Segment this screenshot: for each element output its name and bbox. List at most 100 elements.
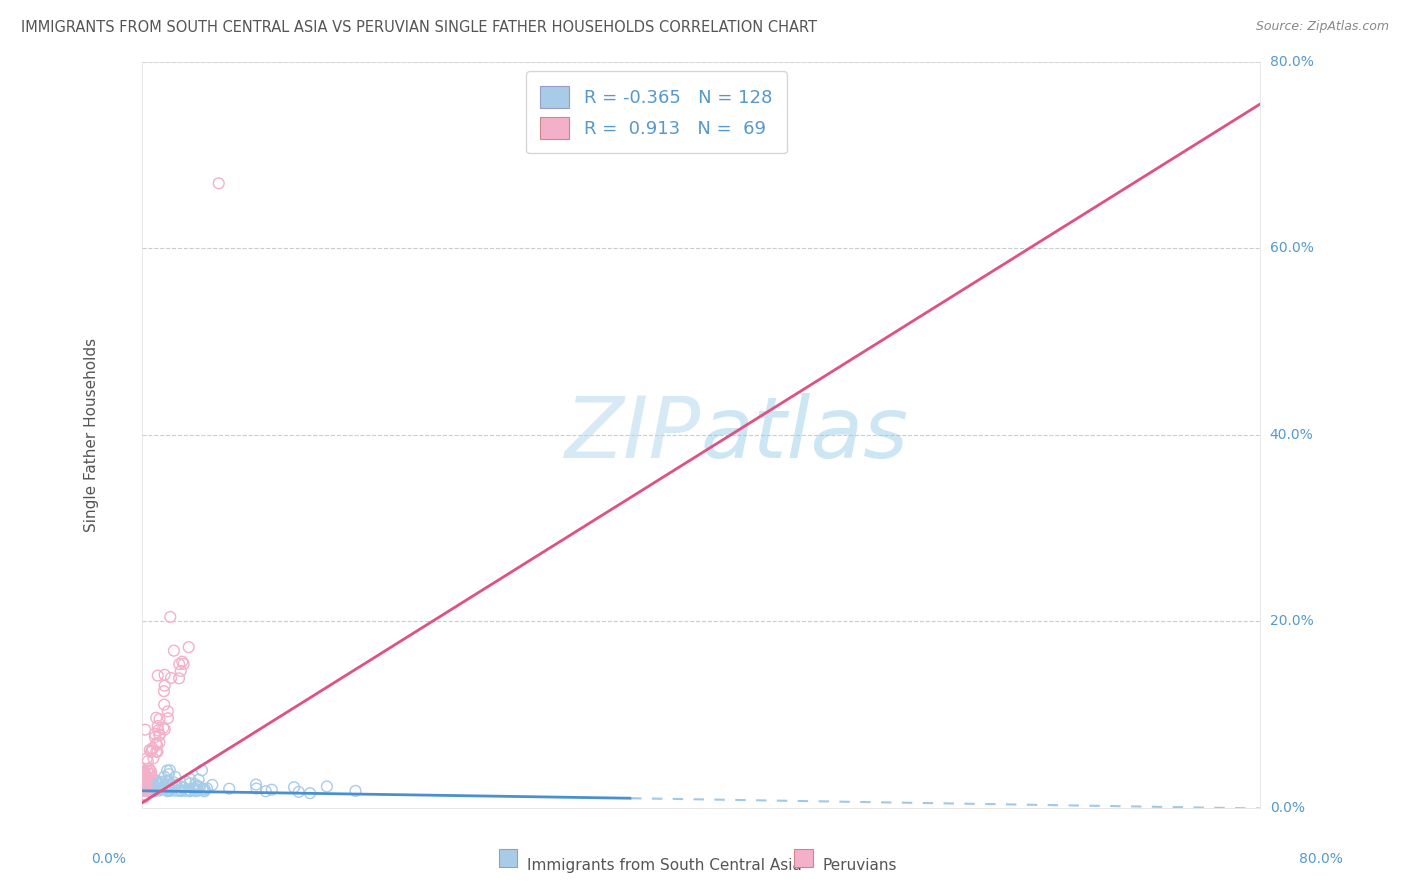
Text: Peruvians: Peruvians bbox=[823, 858, 897, 873]
Point bbox=[141, 778, 163, 792]
Point bbox=[136, 754, 159, 768]
Point bbox=[156, 764, 179, 778]
Point bbox=[167, 657, 190, 672]
Point bbox=[153, 780, 176, 794]
Point bbox=[146, 738, 169, 752]
Point bbox=[145, 780, 167, 794]
Text: 0.0%: 0.0% bbox=[1270, 800, 1305, 814]
Point bbox=[142, 783, 165, 797]
Point bbox=[150, 774, 173, 789]
Point bbox=[157, 774, 180, 789]
Point bbox=[138, 780, 160, 795]
Point bbox=[134, 723, 156, 737]
Text: atlas: atlas bbox=[702, 393, 908, 476]
Point bbox=[139, 764, 162, 779]
Bar bbox=[794, 849, 813, 867]
Point bbox=[132, 767, 155, 781]
Point bbox=[135, 773, 157, 788]
Point bbox=[139, 767, 162, 781]
Text: Single Father Households: Single Father Households bbox=[84, 338, 98, 532]
Point bbox=[132, 783, 155, 797]
Point bbox=[139, 764, 162, 778]
Point bbox=[139, 745, 162, 759]
Point bbox=[136, 782, 159, 797]
Point bbox=[145, 773, 167, 788]
Point bbox=[136, 783, 159, 797]
Point bbox=[134, 784, 156, 798]
Point bbox=[163, 643, 186, 657]
Point bbox=[146, 719, 169, 733]
Point bbox=[145, 737, 167, 751]
Point bbox=[153, 780, 176, 794]
Point bbox=[139, 767, 162, 781]
Point bbox=[174, 783, 197, 797]
Point bbox=[139, 780, 162, 794]
Point bbox=[159, 784, 181, 798]
Point bbox=[157, 767, 180, 781]
Point bbox=[132, 766, 155, 780]
Point bbox=[134, 790, 156, 805]
Point bbox=[184, 784, 207, 798]
Point bbox=[170, 780, 193, 794]
Point bbox=[157, 778, 180, 792]
Point bbox=[135, 773, 157, 788]
Point bbox=[135, 773, 157, 788]
Point bbox=[139, 780, 162, 795]
Point bbox=[159, 764, 181, 778]
Point bbox=[134, 764, 156, 779]
Point bbox=[188, 780, 211, 794]
Point bbox=[145, 782, 167, 797]
Point bbox=[174, 774, 197, 789]
Point bbox=[132, 783, 155, 797]
Point bbox=[155, 780, 177, 794]
Point bbox=[132, 770, 155, 784]
Point bbox=[143, 730, 166, 744]
Point bbox=[208, 176, 231, 190]
Point bbox=[142, 783, 165, 797]
Point bbox=[260, 782, 283, 797]
Point bbox=[344, 784, 367, 798]
Point bbox=[165, 770, 187, 784]
Point bbox=[146, 723, 169, 738]
Point bbox=[132, 783, 155, 797]
Point bbox=[156, 780, 179, 794]
Point bbox=[138, 761, 160, 775]
Point bbox=[139, 764, 162, 779]
Point bbox=[138, 773, 160, 788]
Text: 0.0%: 0.0% bbox=[91, 852, 127, 866]
Point bbox=[152, 721, 174, 735]
Point bbox=[146, 782, 169, 797]
Point bbox=[132, 776, 155, 790]
Point bbox=[172, 780, 194, 795]
Point bbox=[159, 610, 181, 624]
Point bbox=[143, 780, 166, 795]
Point bbox=[218, 781, 240, 796]
Point bbox=[134, 782, 156, 797]
Point bbox=[139, 775, 162, 789]
Point bbox=[134, 780, 156, 795]
Point bbox=[149, 782, 172, 797]
Point bbox=[193, 784, 215, 798]
Point bbox=[146, 745, 169, 759]
Point bbox=[132, 782, 155, 797]
Point bbox=[187, 772, 209, 787]
Point bbox=[157, 783, 180, 797]
Point bbox=[135, 784, 157, 798]
Point bbox=[172, 655, 194, 669]
Point bbox=[143, 779, 166, 793]
Point bbox=[148, 783, 170, 797]
Point bbox=[183, 781, 205, 796]
Point bbox=[135, 778, 157, 792]
Point bbox=[143, 727, 166, 741]
Point bbox=[153, 684, 176, 698]
Text: IMMIGRANTS FROM SOUTH CENTRAL ASIA VS PERUVIAN SINGLE FATHER HOUSEHOLDS CORRELAT: IMMIGRANTS FROM SOUTH CENTRAL ASIA VS PE… bbox=[21, 20, 817, 35]
Point bbox=[135, 768, 157, 782]
Point bbox=[170, 784, 193, 798]
Point bbox=[138, 743, 160, 757]
Point bbox=[145, 774, 167, 789]
Point bbox=[153, 770, 176, 784]
Point bbox=[150, 781, 173, 796]
Point bbox=[132, 780, 155, 794]
Point bbox=[191, 782, 214, 797]
Bar bbox=[499, 849, 517, 867]
